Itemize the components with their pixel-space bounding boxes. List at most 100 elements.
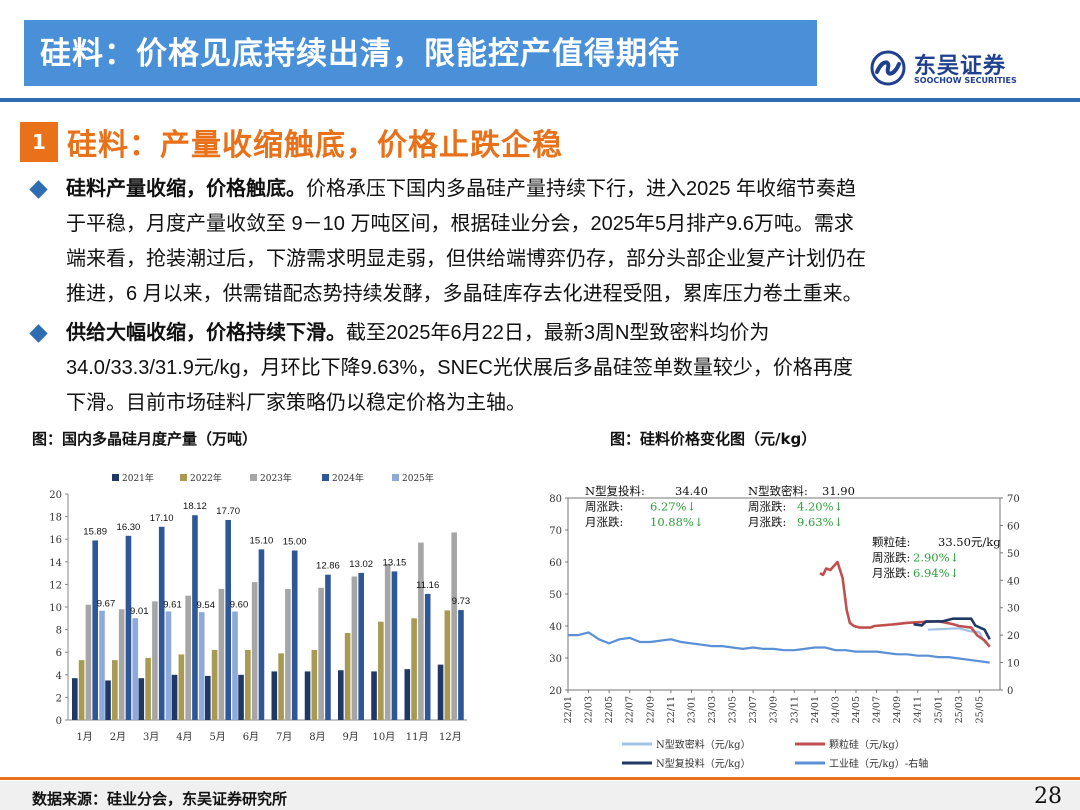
bar xyxy=(232,611,238,720)
x-tick-label: 7月 xyxy=(276,731,292,743)
header-divider xyxy=(0,98,1080,102)
page-number: 28 xyxy=(1034,784,1062,809)
diamond-bullet-icon xyxy=(29,324,48,343)
bar xyxy=(112,660,118,720)
bar xyxy=(238,674,244,720)
bar xyxy=(451,532,457,720)
bar xyxy=(418,542,424,720)
bar xyxy=(311,649,318,720)
x-tick-label: 25/01 xyxy=(933,696,944,723)
figure-title-right: 图：硅料价格变化图（元/kg） xyxy=(610,430,817,448)
bullet-line: 推进，6 月以来，供需错配态势持续发酵，多晶硅库存去化进程受阻，累库压力卷土重来… xyxy=(66,283,863,305)
legend-label: 颗粒硅（元/kg） xyxy=(829,738,905,751)
bar xyxy=(291,550,298,720)
bullet-lead: 供给大幅收缩，价格持续下滑。 xyxy=(66,322,346,344)
y-tick-label: 12 xyxy=(49,580,62,591)
price-line-chart-svg: 20 30 40 50 60 70 80 0 10 20 30 40 50 60 70 22/01 22/03 2… xyxy=(549,484,1020,770)
bar xyxy=(351,576,358,720)
slide-title: 硅料：价格见底持续出清，限能控产值得期待 xyxy=(40,36,680,72)
section-number: 1 xyxy=(20,122,58,162)
data-label: 17.70 xyxy=(216,506,240,517)
bar xyxy=(271,671,278,720)
bullet-line: 于平稳，月度产量收敛至 9－10 万吨区间，根据硅业分会，2025年5月排产9.… xyxy=(66,213,854,235)
bar xyxy=(278,653,284,720)
data-label: 9.60 xyxy=(230,600,249,611)
y-tick-label-right: 10 xyxy=(1007,659,1020,670)
bar xyxy=(318,587,324,720)
y-tick-label-left: 70 xyxy=(549,526,562,537)
annotation-value: 10.88%↓ xyxy=(650,515,704,529)
legend-label: 2021年 xyxy=(122,472,154,484)
annotation-label: 颗粒硅: xyxy=(872,535,910,549)
x-tick-label: 9月 xyxy=(342,731,358,743)
legend-swatch xyxy=(112,474,119,481)
bullet-line: 34.0/33.3/31.9元/kg，月环比下降9.63%，SNEC光伏展后多晶… xyxy=(66,357,853,379)
figure-title-left: 图：国内多晶硅月度产量（万吨） xyxy=(32,430,258,448)
y-tick-label: 14 xyxy=(49,558,62,569)
annotation-label: 月涨跌: xyxy=(872,566,910,580)
bar xyxy=(132,618,139,720)
title-bar xyxy=(24,20,817,86)
annotation-value: 6.94%↓ xyxy=(913,566,959,580)
x-tick-label: 2月 xyxy=(110,731,126,743)
y-tick-label: 2 xyxy=(56,693,62,704)
bullet-line: 截至2025年6月22日，最新3周N型致密料均价为 xyxy=(346,322,770,344)
y-tick-label-right: 20 xyxy=(1007,631,1020,642)
bullet-text: 供给大幅收缩，价格持续下滑。截至2025年6月22日，最新3周N型致密料均价为 … xyxy=(66,316,1071,421)
data-label: 17.10 xyxy=(150,513,174,524)
annotation-value: 9.63%↓ xyxy=(797,515,843,529)
y-tick-label-left: 40 xyxy=(549,622,562,633)
annotation-value: 31.90 xyxy=(822,484,855,498)
x-tick-label: 5月 xyxy=(209,731,225,743)
bar xyxy=(152,601,158,720)
bar xyxy=(165,611,172,720)
section-title: 硅料：产量收缩触底，价格止跌企稳 xyxy=(67,128,563,163)
x-tick-label: 22/11 xyxy=(666,696,677,723)
production-bar-chart-svg: 2021年 2022年 2023年 2024年 2025年 0 2 4 6 8 10 12 14 16 18… xyxy=(49,472,471,743)
bar xyxy=(92,540,98,720)
y-tick-label: 0 xyxy=(56,716,62,727)
bar xyxy=(404,669,411,720)
annotation-value: 33.50元/kg xyxy=(938,535,1001,549)
series-line xyxy=(913,617,991,640)
data-label: 15.89 xyxy=(83,526,107,537)
bar xyxy=(437,664,444,720)
brand-name-en: SOOCHOW SECURITIES xyxy=(914,76,1017,85)
y-tick-label: 20 xyxy=(49,490,62,501)
data-label: 9.61 xyxy=(163,599,182,610)
legend-label: 工业硅（元/kg）-右轴 xyxy=(829,757,928,770)
bullet-line: 端来看，抢装潮过后，下游需求明显走弱，但供给端博弈仍存，部分头部企业复产计划仍在 xyxy=(66,248,866,270)
x-tick-label: 24/07 xyxy=(872,696,883,723)
bar xyxy=(424,593,431,720)
annotation-value: 6.27%↓ xyxy=(650,500,696,514)
bar xyxy=(258,549,265,720)
annotation-label: 月涨跌: xyxy=(748,515,786,529)
bar xyxy=(378,621,384,720)
y-tick-label: 8 xyxy=(56,626,62,637)
y-tick-label-right: 40 xyxy=(1007,576,1020,587)
x-tick-label: 6月 xyxy=(243,731,259,743)
data-label: 13.02 xyxy=(349,559,373,570)
price-line-chart: 20 30 40 50 60 70 80 0 10 20 30 40 50 60 70 22/01 22/03 2… xyxy=(530,462,1055,774)
data-source: 数据来源：硅业分会，东吴证券研究所 xyxy=(32,790,288,808)
annotation-label: N型致密料: xyxy=(748,484,808,498)
x-tick-label: 3月 xyxy=(143,731,159,743)
bar xyxy=(118,609,125,720)
x-tick-label: 23/03 xyxy=(707,696,718,723)
legend-swatch xyxy=(322,474,329,481)
y-tick-label: 6 xyxy=(56,648,62,659)
x-tick-label: 23/09 xyxy=(769,696,780,723)
x-tick-label: 22/05 xyxy=(604,696,615,723)
x-tick-label: 10月 xyxy=(373,731,396,743)
bar xyxy=(245,649,251,720)
annotation-label: 周涨跌: xyxy=(872,551,910,565)
bullet-line: 价格承压下国内多晶硅产量持续下行，进入2025 年收缩节奏趋 xyxy=(306,178,857,200)
x-tick-label: 23/05 xyxy=(728,696,739,723)
data-label: 9.73 xyxy=(452,596,471,607)
data-label: 12.86 xyxy=(316,561,340,572)
bar xyxy=(158,526,165,720)
data-label: 9.01 xyxy=(130,606,149,617)
bar xyxy=(225,519,231,720)
bar xyxy=(444,610,451,720)
legend-swatch xyxy=(180,474,187,481)
